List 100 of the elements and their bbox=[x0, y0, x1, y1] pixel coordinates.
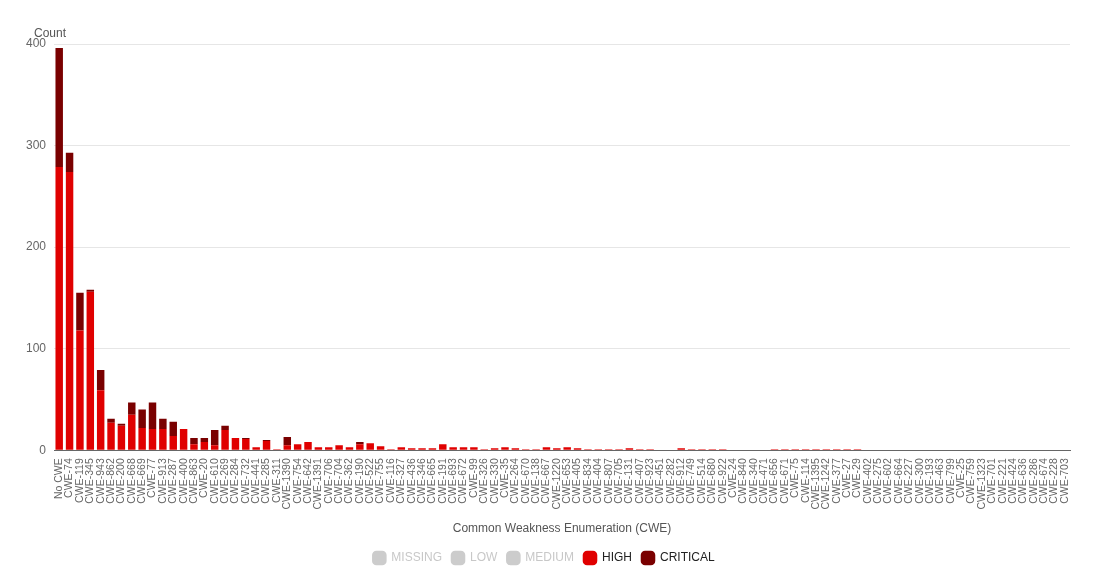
x-tick-label: CWE-674 bbox=[1036, 458, 1049, 504]
x-tick-label: CWE-27 bbox=[840, 458, 852, 498]
x-tick-label: CWE-463 bbox=[933, 458, 946, 504]
x-tick-label: CWE-20 bbox=[197, 458, 210, 498]
x-tick-label: CWE-636 bbox=[1016, 458, 1029, 504]
bar bbox=[325, 447, 333, 450]
x-tick-label: CWE-326 bbox=[477, 458, 490, 504]
x-tick-label: CWE-287 bbox=[166, 458, 179, 504]
y-tick-label: 300 bbox=[25, 137, 47, 152]
x-tick-label: CWE-436 bbox=[404, 458, 417, 504]
bar bbox=[55, 166, 63, 450]
x-tick-label: CWE-749 bbox=[684, 458, 697, 504]
x-tick-label: CWE-24 bbox=[725, 458, 738, 498]
x-tick-label: CWE-407 bbox=[632, 458, 645, 504]
bar bbox=[210, 445, 219, 450]
bar bbox=[366, 443, 374, 450]
x-tick-label: CWE-913 bbox=[155, 458, 168, 504]
x-tick-label: CWE-29 bbox=[850, 458, 863, 498]
x-tick-label: CWE-840 bbox=[736, 458, 749, 504]
x-tick-label: CWE-311 bbox=[269, 458, 282, 503]
x-tick-label: CWE-77 bbox=[145, 458, 158, 498]
x-tick-label: CWE-759 bbox=[964, 458, 977, 504]
x-tick-label: CWE-327 bbox=[394, 458, 407, 504]
x-tick-label: CWE-943 bbox=[93, 458, 106, 504]
x-tick-label: CWE-275 bbox=[871, 458, 884, 504]
bar bbox=[242, 439, 250, 450]
x-tick-label: CWE-362 bbox=[342, 458, 355, 504]
y-tick-label: 200 bbox=[25, 239, 47, 254]
bar bbox=[439, 444, 447, 450]
y-tick-label: 400 bbox=[25, 36, 47, 51]
x-tick-label: CWE-705 bbox=[611, 458, 624, 504]
bar bbox=[314, 447, 323, 450]
x-tick-label: CWE-264 bbox=[508, 458, 521, 504]
x-tick-label: CWE-522 bbox=[363, 458, 376, 504]
bar bbox=[376, 446, 385, 450]
bar bbox=[65, 171, 74, 450]
legend-label: HIGH bbox=[602, 550, 632, 565]
x-tick-label: CWE-285 bbox=[259, 458, 272, 504]
bar bbox=[221, 425, 229, 430]
bar bbox=[148, 428, 157, 450]
bar bbox=[107, 418, 115, 423]
x-tick-label: CWE-284 bbox=[228, 458, 241, 504]
bar bbox=[231, 438, 240, 450]
bar bbox=[210, 429, 219, 446]
bar bbox=[252, 447, 260, 450]
x-tick-label: CWE-471 bbox=[757, 458, 770, 504]
bar bbox=[335, 445, 343, 450]
x-tick-label: CWE-693 bbox=[446, 458, 459, 504]
bar bbox=[345, 447, 354, 450]
bar bbox=[76, 292, 84, 331]
y-tick-label: 100 bbox=[25, 341, 47, 355]
bar bbox=[200, 442, 209, 450]
x-tick-label: CWE-424 bbox=[1005, 458, 1018, 504]
x-tick-label: CWE-340 bbox=[746, 458, 759, 504]
x-tick-label: CWE-668 bbox=[124, 458, 137, 504]
x-tick-label: CWE-642 bbox=[300, 458, 313, 504]
bar bbox=[128, 414, 136, 450]
bar bbox=[169, 421, 177, 437]
x-tick-label: CWE-704 bbox=[332, 458, 345, 504]
x-tick-label: CWE-680 bbox=[705, 458, 718, 504]
x-tick-label: CWE-190 bbox=[352, 458, 365, 504]
bar bbox=[221, 429, 229, 450]
x-tick-label: CWE-286 bbox=[1026, 458, 1039, 504]
x-tick-label: CWE-755 bbox=[373, 458, 386, 504]
x-tick-label: CWE-377 bbox=[829, 458, 842, 504]
x-tick-label: CWE-451 bbox=[653, 458, 666, 504]
x-tick-label: CWE-345 bbox=[83, 458, 96, 504]
bar bbox=[128, 402, 136, 415]
x-tick-label: CWE-269 bbox=[217, 458, 230, 504]
legend-label: CRITICAL bbox=[660, 550, 715, 565]
x-tick-label: CWE-346 bbox=[414, 458, 427, 504]
x-tick-label: CWE-227 bbox=[902, 458, 915, 504]
x-tick-label: CWE-706 bbox=[321, 458, 334, 504]
bar bbox=[107, 422, 115, 450]
x-tick-label: CWE-1390 bbox=[280, 458, 293, 510]
x-tick-label: CWE-670 bbox=[518, 458, 531, 504]
x-tick-label: CWE-912 bbox=[674, 458, 687, 504]
x-tick-label: CWE-402 bbox=[860, 458, 873, 504]
bar bbox=[96, 370, 105, 391]
x-tick-label: CWE-330 bbox=[487, 458, 500, 504]
x-tick-label: CWE-300 bbox=[912, 458, 925, 504]
y-tick-label: 0 bbox=[39, 442, 47, 457]
x-tick-label: CWE-1395 bbox=[808, 458, 821, 510]
x-tick-label: CWE-703 bbox=[1057, 458, 1070, 504]
bar bbox=[190, 444, 198, 450]
x-tick-label: CWE-74 bbox=[62, 458, 75, 498]
bar bbox=[65, 152, 74, 172]
bar bbox=[449, 447, 457, 450]
x-tick-label: CWE-807 bbox=[601, 458, 614, 504]
x-tick-label: CWE-400 bbox=[176, 458, 189, 504]
x-tick-label: CWE-1242 bbox=[819, 458, 832, 510]
x-tick-label: CWE-131 bbox=[622, 458, 635, 504]
bar bbox=[169, 436, 177, 450]
x-tick-label: CWE-1323 bbox=[974, 458, 987, 510]
x-tick-label: CWE-656 bbox=[767, 458, 780, 504]
x-tick-label: CWE-282 bbox=[663, 458, 676, 504]
x-tick-label: CWE-99 bbox=[466, 458, 479, 498]
x-tick-label: CWE-602 bbox=[881, 458, 894, 504]
x-tick-label: CWE-923 bbox=[643, 458, 656, 504]
x-tick-label: CWE-922 bbox=[715, 458, 728, 504]
